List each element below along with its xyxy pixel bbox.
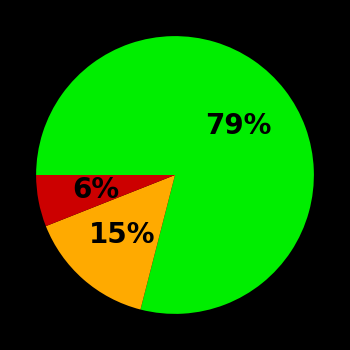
Wedge shape xyxy=(36,175,175,226)
Text: 15%: 15% xyxy=(89,222,155,250)
Text: 79%: 79% xyxy=(205,112,272,140)
Text: 6%: 6% xyxy=(72,176,119,204)
Wedge shape xyxy=(46,175,175,309)
Wedge shape xyxy=(36,36,314,314)
